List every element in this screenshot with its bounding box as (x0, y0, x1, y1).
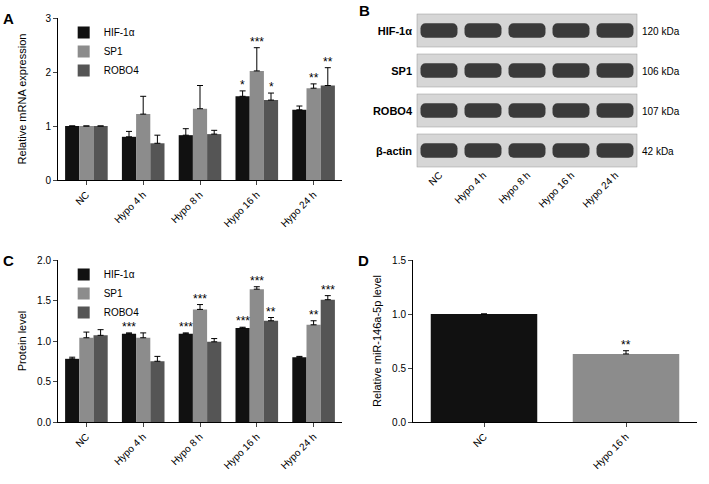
svg-text:Hypo 4 h: Hypo 4 h (452, 170, 488, 206)
svg-text:42 kDa: 42 kDa (642, 146, 674, 157)
svg-text:NC: NC (73, 189, 91, 207)
svg-text:***: *** (179, 320, 193, 334)
svg-text:***: *** (321, 283, 335, 297)
svg-text:0.0: 0.0 (392, 417, 406, 428)
svg-text:120 kDa: 120 kDa (642, 26, 680, 37)
svg-text:B: B (359, 2, 370, 19)
svg-text:HIF-1α: HIF-1α (104, 27, 135, 38)
svg-text:**: ** (621, 338, 631, 352)
svg-text:1: 1 (45, 121, 51, 132)
svg-text:*: * (269, 80, 274, 94)
svg-text:**: ** (309, 71, 319, 85)
svg-text:D: D (358, 252, 369, 269)
svg-text:Hypo 16 h: Hypo 16 h (222, 431, 262, 471)
svg-text:ROBO4: ROBO4 (104, 307, 139, 318)
svg-text:106 kDa: 106 kDa (642, 66, 680, 77)
svg-text:ROBO4: ROBO4 (373, 105, 413, 117)
svg-text:Hypo 4 h: Hypo 4 h (112, 189, 148, 225)
svg-text:0.5: 0.5 (392, 363, 406, 374)
svg-text:NC: NC (426, 170, 444, 188)
svg-text:Hypo 8 h: Hypo 8 h (169, 189, 205, 225)
svg-text:Hypo 24 h: Hypo 24 h (279, 431, 319, 471)
svg-text:NC: NC (73, 431, 91, 449)
svg-text:HIF-1α: HIF-1α (378, 25, 413, 37)
svg-text:SP1: SP1 (391, 65, 412, 77)
svg-text:***: *** (250, 274, 264, 288)
svg-text:***: *** (250, 35, 264, 49)
svg-text:2.0: 2.0 (37, 255, 51, 266)
svg-text:Hypo 4 h: Hypo 4 h (112, 431, 148, 467)
svg-text:NC: NC (471, 431, 489, 449)
svg-text:A: A (3, 10, 14, 27)
svg-text:Protein level: Protein level (16, 311, 28, 372)
svg-text:Hypo 16 h: Hypo 16 h (591, 431, 631, 471)
svg-text:Hypo 16 h: Hypo 16 h (536, 170, 576, 210)
svg-text:***: *** (193, 292, 207, 306)
svg-text:1.5: 1.5 (37, 295, 51, 306)
svg-text:3: 3 (45, 13, 51, 24)
svg-text:C: C (3, 252, 14, 269)
svg-text:Hypo 8 h: Hypo 8 h (169, 431, 205, 467)
svg-text:1.0: 1.0 (37, 336, 51, 347)
svg-text:**: ** (266, 305, 276, 319)
svg-text:***: *** (122, 320, 136, 334)
svg-text:Relative miR-146a-5p level: Relative miR-146a-5p level (371, 275, 383, 407)
svg-text:ROBO4: ROBO4 (104, 65, 139, 76)
svg-text:0.0: 0.0 (37, 417, 51, 428)
svg-text:Hypo 24 h: Hypo 24 h (279, 189, 319, 229)
svg-text:0.5: 0.5 (37, 376, 51, 387)
svg-text:SP1: SP1 (104, 46, 123, 57)
svg-text:***: *** (236, 314, 250, 328)
svg-text:Relative mRNA expression: Relative mRNA expression (16, 34, 28, 165)
svg-text:*: * (240, 78, 245, 92)
svg-text:Hypo 8 h: Hypo 8 h (496, 170, 532, 206)
svg-text:Hypo 24 h: Hypo 24 h (580, 170, 620, 210)
svg-text:2: 2 (45, 67, 51, 78)
svg-text:0: 0 (45, 175, 51, 186)
svg-text:1.5: 1.5 (392, 255, 406, 266)
svg-text:SP1: SP1 (104, 288, 123, 299)
svg-text:Hypo 16 h: Hypo 16 h (222, 189, 262, 229)
svg-text:**: ** (309, 308, 319, 322)
svg-text:HIF-1α: HIF-1α (104, 269, 135, 280)
svg-text:1.0: 1.0 (392, 309, 406, 320)
svg-text:β-actin: β-actin (376, 145, 412, 157)
svg-text:107 kDa: 107 kDa (642, 106, 680, 117)
svg-text:**: ** (323, 55, 333, 69)
